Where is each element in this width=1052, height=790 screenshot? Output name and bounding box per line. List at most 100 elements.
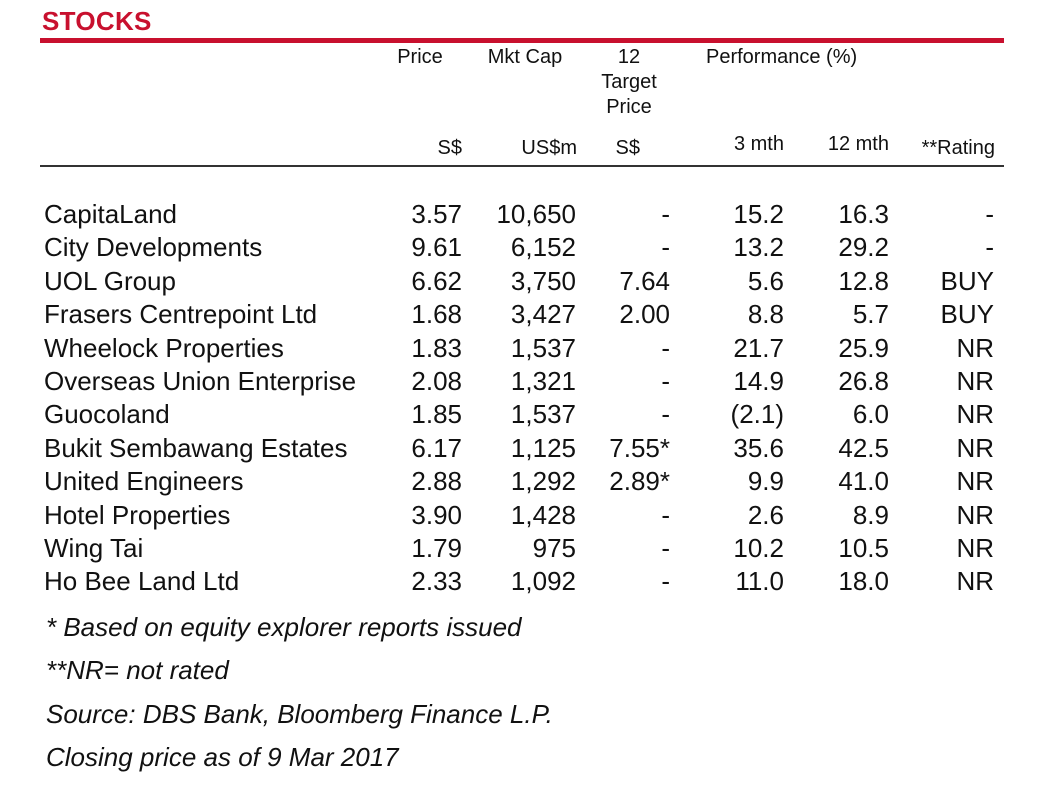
target-price-cell: 7.64 bbox=[619, 265, 670, 296]
perf-3mth-cell: 8.8 bbox=[747, 299, 784, 330]
perf-12mth-cell: 8.9 bbox=[852, 499, 889, 530]
header-unit-target: S$ bbox=[615, 137, 640, 159]
perf-12mth-cell: 12.8 bbox=[838, 265, 889, 296]
mktcap-cell: 1,292 bbox=[510, 466, 576, 497]
perf-3mth-cell: 35.6 bbox=[733, 432, 784, 463]
price-cell: 6.17 bbox=[411, 432, 462, 463]
stock-name: Hotel Properties bbox=[44, 499, 231, 530]
table-row: Hotel Properties 3.90 1,428 - 2.6 8.9 NR bbox=[0, 499, 1052, 532]
perf-3mth-cell: 15.2 bbox=[733, 199, 784, 229]
price-cell: 1.85 bbox=[411, 399, 462, 430]
perf-12mth-cell: 16.3 bbox=[838, 199, 889, 229]
stock-name: Wheelock Properties bbox=[44, 332, 284, 363]
perf-3mth-cell: 14.9 bbox=[733, 365, 784, 396]
rating-cell: NR bbox=[956, 499, 994, 530]
mktcap-cell: 1,537 bbox=[510, 399, 576, 430]
perf-3mth-cell: 5.6 bbox=[747, 265, 784, 296]
table-row: Overseas Union Enterprise 2.08 1,321 - 14.9 2… bbox=[0, 365, 1052, 398]
target-price-cell: - bbox=[661, 499, 670, 530]
target-price-cell: - bbox=[661, 232, 670, 263]
rating-cell: NR bbox=[956, 432, 994, 463]
rating-cell: NR bbox=[956, 365, 994, 396]
perf-3mth-cell: (2.1) bbox=[730, 399, 784, 430]
perf-12mth-cell: 10.5 bbox=[838, 532, 889, 563]
header-price: Price bbox=[397, 46, 443, 68]
rating-cell: NR bbox=[956, 399, 994, 430]
mktcap-cell: 1,092 bbox=[510, 566, 576, 597]
price-cell: 9.61 bbox=[411, 232, 462, 263]
mktcap-cell: 1,125 bbox=[510, 432, 576, 463]
rating-cell: BUY bbox=[940, 299, 994, 330]
footnote: **NR= not rated bbox=[46, 655, 229, 686]
title-rule bbox=[40, 38, 1004, 43]
stock-name: United Engineers bbox=[44, 466, 244, 497]
price-cell: 2.08 bbox=[411, 365, 462, 396]
header-target-line1: 12 bbox=[617, 46, 641, 68]
table-row: Guocoland 1.85 1,537 - (2.1) 6.0 NR bbox=[0, 398, 1052, 431]
perf-12mth-cell: 42.5 bbox=[838, 432, 889, 463]
footnote: Source: DBS Bank, Bloomberg Finance L.P. bbox=[46, 698, 553, 729]
perf-12mth-cell: 41.0 bbox=[838, 466, 889, 497]
perf-3mth-cell: 13.2 bbox=[733, 232, 784, 263]
stock-name: Guocoland bbox=[44, 399, 170, 430]
section-title: STOCKS bbox=[42, 6, 152, 36]
rating-cell: - bbox=[985, 199, 994, 229]
mktcap-cell: 3,427 bbox=[510, 299, 576, 330]
mktcap-cell: 1,537 bbox=[510, 332, 576, 363]
perf-3mth-cell: 11.0 bbox=[735, 566, 784, 597]
mktcap-cell: 1,428 bbox=[510, 499, 576, 530]
header-3mth: 3 mth bbox=[733, 133, 784, 155]
stock-name: Ho Bee Land Ltd bbox=[44, 566, 240, 597]
header-unit-mktcap: US$m bbox=[521, 137, 577, 159]
price-cell: 6.62 bbox=[411, 265, 462, 296]
table-row: UOL Group 6.62 3,750 7.64 5.6 12.8 BUY bbox=[0, 265, 1052, 298]
header-12mth: 12 mth bbox=[827, 133, 889, 155]
target-price-cell: - bbox=[661, 566, 670, 597]
header-target-line3: Price bbox=[606, 96, 652, 118]
stock-name: Overseas Union Enterprise bbox=[44, 365, 357, 396]
table-row: Wing Tai 1.79 975 - 10.2 10.5 NR bbox=[0, 532, 1052, 565]
header-unit-price: S$ bbox=[437, 137, 462, 159]
rating-cell: NR bbox=[956, 466, 994, 497]
target-price-cell: - bbox=[661, 365, 670, 396]
table-row: Wheelock Properties 1.83 1,537 - 21.7 25.9 NR bbox=[0, 332, 1052, 365]
mktcap-cell: 1,321 bbox=[510, 365, 576, 396]
rating-cell: BUY bbox=[940, 265, 994, 296]
price-cell: 1.83 bbox=[411, 332, 462, 363]
table-row: Ho Bee Land Ltd 2.33 1,092 - 11.0 18.0 NR bbox=[0, 565, 1052, 598]
stocks-table: CapitaLand 3.57 10,650-15.2 16.3- City Devel… bbox=[0, 198, 1052, 599]
mktcap-cell: 10,650 bbox=[496, 199, 576, 229]
notes: * Based on equity explorer reports issue… bbox=[46, 606, 553, 779]
target-price-cell: - bbox=[661, 332, 670, 363]
perf-12mth-cell: 5.7 bbox=[852, 299, 889, 330]
perf-3mth-cell: 10.2 bbox=[733, 532, 784, 563]
table-row: Frasers Centrepoint Ltd 1.68 3,427 2.00 8.8 5… bbox=[0, 298, 1052, 331]
perf-3mth-cell: 21.7 bbox=[733, 332, 784, 363]
table-row: City Developments 9.61 6,152 - 13.2 29.2 - bbox=[0, 231, 1052, 264]
stock-name: City Developments bbox=[44, 232, 263, 263]
table-row: United Engineers 2.88 1,292 2.89* 9.9 41.0 NR bbox=[0, 465, 1052, 498]
target-price-cell: - bbox=[661, 399, 670, 430]
table-row: Bukit Sembawang Estates 6.17 1,125 7.55* 35.… bbox=[0, 432, 1052, 465]
stock-name: Wing Tai bbox=[44, 532, 144, 563]
target-price-cell: - bbox=[661, 532, 670, 563]
stock-name: CapitaLand bbox=[44, 199, 177, 229]
table-row: CapitaLand 3.57 10,650 - 15.2 16.3 - bbox=[0, 198, 1052, 231]
price-cell: 2.33 bbox=[411, 566, 462, 597]
footnote: * Based on equity explorer reports issue… bbox=[46, 612, 522, 642]
footnote: Closing price as of 9 Mar 2017 bbox=[46, 741, 399, 772]
perf-12mth-cell: 25.9 bbox=[838, 332, 889, 363]
price-cell: 1.79 bbox=[411, 532, 462, 563]
mktcap-cell: 3,750 bbox=[510, 265, 576, 296]
stock-name: UOL Group bbox=[44, 265, 176, 296]
price-cell: 3.90 bbox=[411, 499, 462, 530]
rating-cell: NR bbox=[956, 332, 994, 363]
perf-3mth-cell: 2.6 bbox=[747, 499, 784, 530]
header-rule bbox=[40, 165, 1004, 167]
price-cell: 1.68 bbox=[411, 299, 462, 330]
perf-12mth-cell: 29.2 bbox=[838, 232, 889, 263]
target-price-cell: - bbox=[661, 199, 670, 229]
price-cell: 2.88 bbox=[411, 466, 462, 497]
perf-3mth-cell: 9.9 bbox=[747, 466, 784, 497]
rating-cell: NR bbox=[956, 566, 994, 597]
